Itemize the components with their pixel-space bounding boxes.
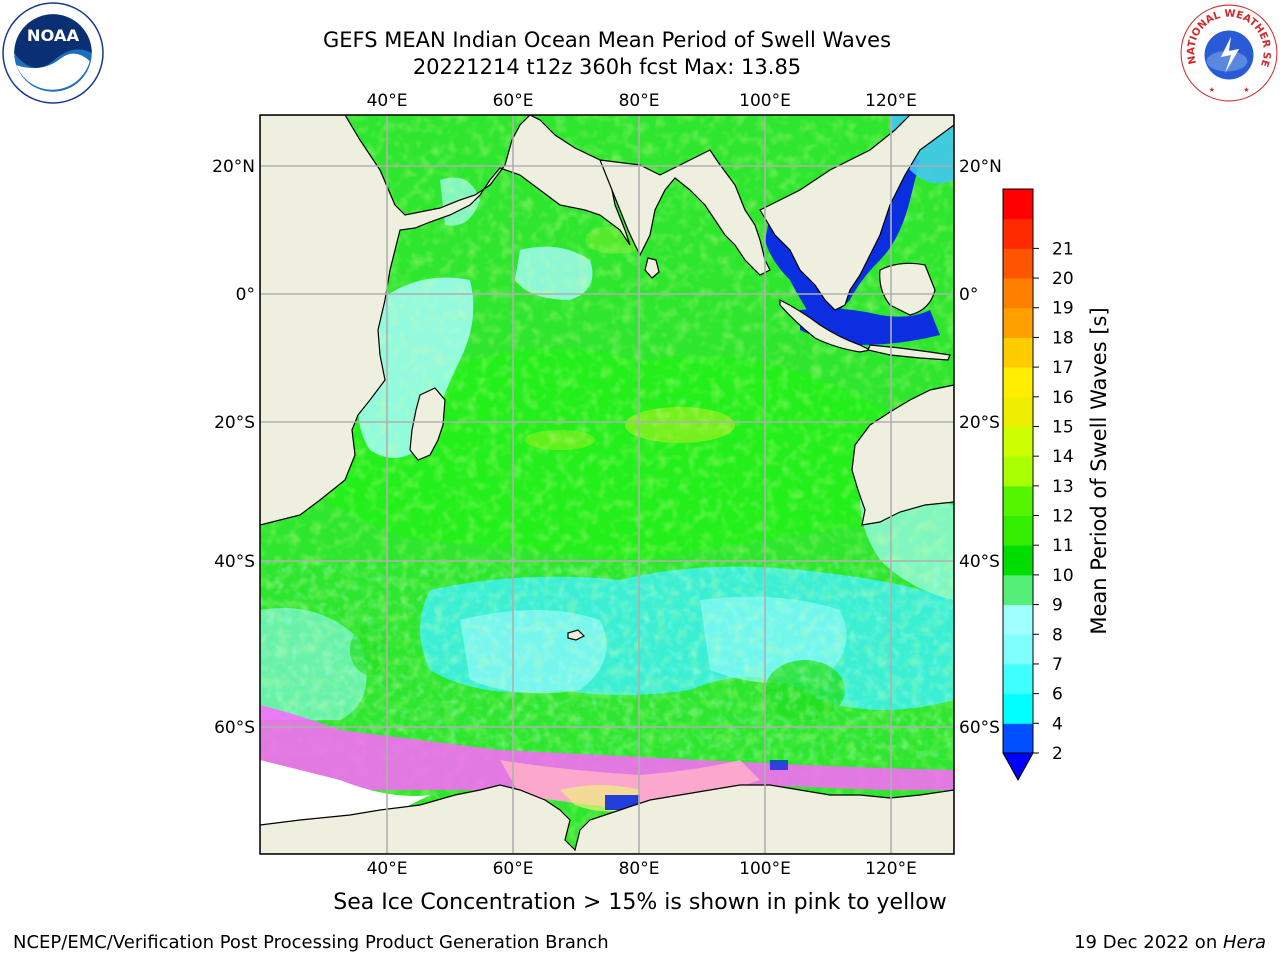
colorbar-segment [1003, 456, 1033, 487]
colorbar-segment [1003, 248, 1033, 279]
colorbar-segment [1003, 337, 1033, 368]
lon-label-top-60e: 60°E [493, 91, 534, 111]
colorbar-segment [1003, 426, 1033, 457]
map-plot-area [260, 115, 954, 854]
noaa-logo-icon: NOAA [2, 2, 104, 104]
sea-ice-band [260, 705, 954, 810]
colorbar-segment [1003, 396, 1033, 427]
colorbar-segment [1003, 189, 1033, 220]
sea-ice-note: Sea Ice Concentration > 15% is shown in … [333, 890, 947, 915]
lon-label-bottom-60e: 60°E [493, 859, 534, 879]
lon-label-top-80e: 80°E [619, 91, 660, 111]
lat-label-right-20n: 20°N [959, 157, 1002, 177]
colorbar-segment [1003, 663, 1033, 695]
colorbar-tick-label: 17 [1052, 358, 1074, 378]
lat-label-right-40s: 40°S [959, 552, 1000, 572]
colorbar-tick-label: 4 [1052, 714, 1063, 734]
colorbar-tick-label: 6 [1052, 685, 1063, 705]
svg-text:NOAA: NOAA [27, 26, 80, 45]
colorbar-tick-label: 11 [1052, 536, 1074, 556]
colorbar-segment [1003, 485, 1033, 517]
colorbar-tick-label: 20 [1052, 269, 1074, 289]
map-title: GEFS MEAN Indian Ocean Mean Period of Sw… [322, 28, 892, 52]
colorbar-segment [1003, 634, 1033, 665]
lon-label-bottom-40e: 40°E [367, 859, 408, 879]
colorbar-segment [1003, 278, 1033, 309]
colorbar-title: Mean Period of Swell Waves [s] [1087, 307, 1111, 634]
lon-label-bottom-80e: 80°E [619, 859, 660, 879]
colorbar-segment [1003, 367, 1033, 398]
lon-label-bottom-120e: 120°E [865, 859, 917, 879]
lon-label-top-40e: 40°E [367, 91, 408, 111]
footer-date-text: 19 Dec 2022 on [1074, 932, 1223, 953]
colorbar-segment [1003, 307, 1033, 338]
colorbar-tick-label: 19 [1052, 299, 1074, 319]
colorbar-tick-label: 14 [1052, 447, 1074, 467]
colorbar-segment [1003, 723, 1033, 754]
svg-text:★: ★ [1243, 85, 1249, 94]
lon-label-bottom-100e: 100°E [739, 859, 791, 879]
nws-logo-icon: NATIONAL WEATHER SERVICE ★ ★ [1178, 2, 1279, 103]
lat-label-left-40s: 40°S [214, 552, 255, 572]
colorbar-tick-label: 2 [1052, 744, 1063, 764]
lat-label-left-0: 0° [236, 285, 255, 305]
lon-label-top-120e: 120°E [865, 91, 917, 111]
map-subtitle: 20221214 t12z 360h fcst Max: 13.85 [412, 55, 802, 79]
lat-label-right-0: 0° [959, 285, 978, 305]
colorbar-segment [1003, 693, 1033, 724]
colorbar-tick-label: 10 [1052, 566, 1074, 586]
lat-label-right-20s: 20°S [959, 413, 1000, 433]
colorbar-tick-label: 15 [1052, 417, 1074, 437]
colorbar-tick-label: 21 [1052, 239, 1074, 259]
lat-label-left-60s: 60°S [214, 718, 255, 738]
colorbar-frame [1002, 188, 1034, 754]
lat-label-left-20s: 20°S [214, 413, 255, 433]
lat-label-left-20n: 20°N [212, 157, 255, 177]
colorbar-segment [1003, 545, 1033, 576]
lat-label-right-60s: 60°S [959, 718, 1000, 738]
colorbar-segment [1003, 515, 1033, 546]
footer-date: 19 Dec 2022 on Hera [1074, 932, 1266, 953]
footer-credit: NCEP/EMC/Verification Post Processing Pr… [13, 932, 609, 953]
footer-machine: Hera [1222, 932, 1266, 953]
colorbar-tick-label: 12 [1052, 507, 1074, 527]
colorbar-tick-label: 9 [1052, 596, 1063, 616]
colorbar: 2 4 6 7 8 9 10 11 12 13 14 15 16 17 18 19 20 21 Mean Peri… [1002, 188, 1111, 782]
colorbar-tick-label: 7 [1052, 655, 1063, 675]
colorbar-tick-label: 13 [1052, 477, 1074, 497]
svg-text:★: ★ [1209, 85, 1215, 94]
colorbar-segment [1003, 218, 1033, 249]
lon-label-top-100e: 100°E [739, 91, 791, 111]
map-frame [259, 114, 955, 855]
colorbar-tick-label: 16 [1052, 388, 1074, 408]
colorbar-under-arrow [1002, 752, 1034, 782]
colorbar-segment [1003, 604, 1033, 635]
colorbar-segment [1003, 574, 1033, 606]
colorbar-tick-label: 8 [1052, 625, 1063, 645]
graticule [260, 115, 954, 854]
colorbar-tick-label: 18 [1052, 328, 1074, 348]
